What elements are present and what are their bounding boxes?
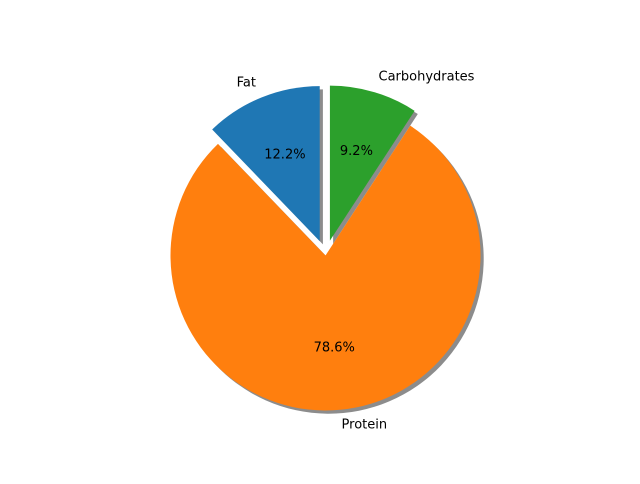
pie-slice-carbohydrates (329, 85, 415, 241)
pie-slice-layer (170, 85, 481, 411)
slice-percent-carbohydrates: 9.2% (340, 144, 373, 159)
slice-label-fat: Fat (237, 75, 256, 90)
pie-slice-fat (212, 86, 320, 242)
slice-label-protein: Protein (342, 418, 388, 433)
pie-label-layer: Fat 12.2% Protein 78.6% Carbohydrates 9.2% (237, 70, 475, 433)
slice-percent-protein: 78.6% (314, 341, 355, 356)
slice-label-carbohydrates: Carbohydrates (379, 70, 475, 85)
slice-percent-fat: 12.2% (264, 147, 305, 162)
pie-slice-protein (170, 125, 481, 411)
